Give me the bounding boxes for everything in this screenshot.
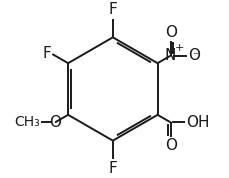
Text: O: O (164, 25, 176, 40)
Text: F: F (42, 46, 51, 61)
Text: OH: OH (185, 115, 208, 130)
Text: CH₃: CH₃ (14, 115, 40, 129)
Text: ⁻: ⁻ (191, 50, 198, 63)
Text: O: O (187, 48, 199, 63)
Text: +: + (174, 43, 183, 53)
Text: N: N (164, 48, 176, 63)
Text: O: O (49, 115, 61, 130)
Text: O: O (164, 138, 176, 153)
Text: F: F (108, 161, 117, 176)
Text: F: F (108, 2, 117, 17)
